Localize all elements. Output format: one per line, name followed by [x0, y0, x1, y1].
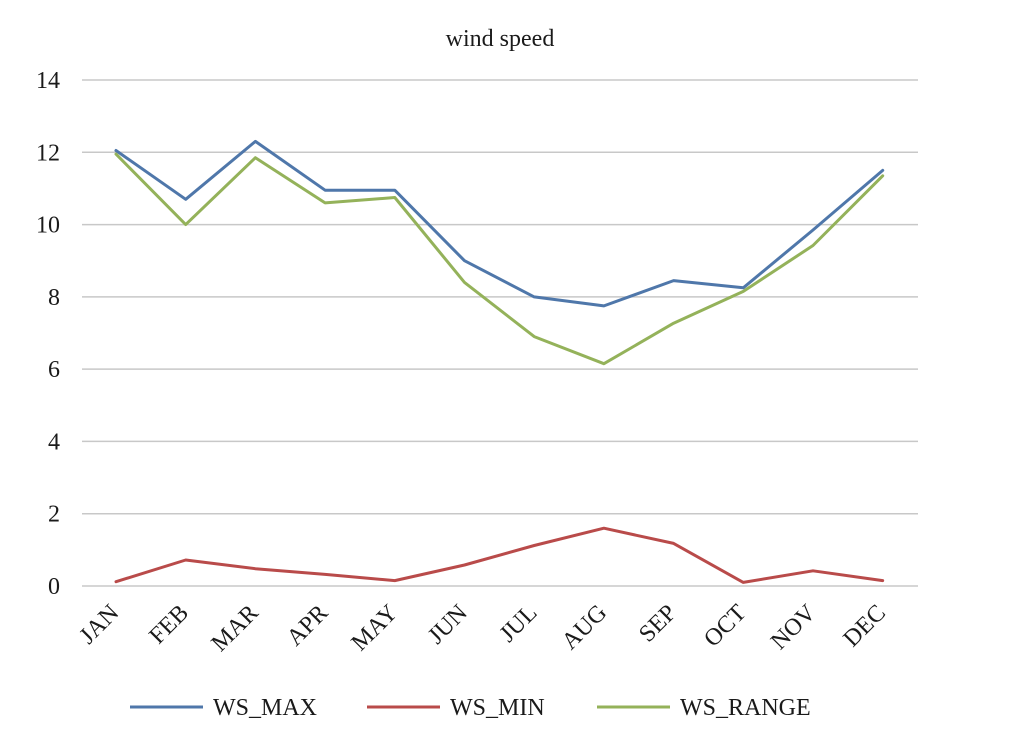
- x-tick-label: DEC: [839, 600, 891, 652]
- series-line-ws-max: [114, 139, 885, 308]
- y-tick-label: 10: [36, 213, 60, 239]
- x-tick-label: FEB: [144, 600, 194, 650]
- y-tick-label: 14: [36, 68, 60, 94]
- x-tick-label: JUN: [423, 600, 473, 650]
- legend-label: WS_RANGE: [680, 695, 811, 721]
- x-tick-label: AUG: [557, 600, 612, 655]
- series-line-ws-range: [114, 152, 885, 366]
- x-tick-label: MAR: [207, 600, 264, 657]
- x-tick-label: NOV: [766, 599, 822, 655]
- y-tick-label: 2: [48, 502, 60, 528]
- legend-label: WS_MAX: [213, 695, 317, 721]
- x-tick-label: OCT: [699, 600, 752, 653]
- legend: WS_MAX WS_MIN WS_RANGE: [130, 695, 811, 721]
- x-tick-label: SEP: [634, 600, 682, 648]
- x-axis-ticks: JAN FEB MAR APR MAY JUN JUL AUG SEP OCT NOV DEC: [75, 599, 891, 657]
- y-tick-label: 6: [48, 357, 60, 383]
- x-tick-label: MAY: [347, 600, 403, 656]
- y-tick-label: 4: [48, 429, 60, 455]
- y-tick-label: 8: [48, 285, 60, 311]
- gridlines: [82, 79, 918, 587]
- x-tick-label: JAN: [75, 600, 125, 650]
- x-tick-label: APR: [282, 600, 333, 651]
- y-tick-label: 0: [48, 574, 60, 600]
- chart-title: wind speed: [446, 26, 555, 52]
- x-tick-label: JUL: [495, 600, 543, 648]
- y-tick-label: 12: [36, 140, 60, 166]
- series-lines: [114, 139, 885, 584]
- legend-label: WS_MIN: [450, 695, 545, 721]
- y-axis-ticks: 0 2 4 6 8 10 12 14: [36, 68, 60, 600]
- series-line-ws-min: [114, 526, 885, 584]
